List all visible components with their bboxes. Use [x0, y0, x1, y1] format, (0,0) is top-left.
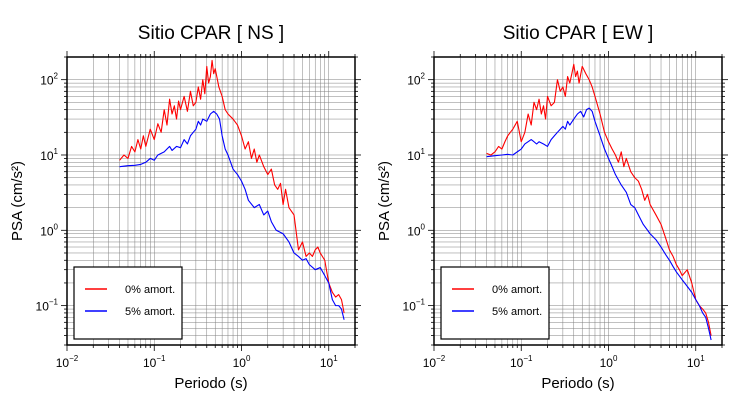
- y-tick-mantissa: 10: [407, 74, 421, 88]
- series-line-damped: [119, 110, 345, 320]
- y-tick-exponent: 2: [54, 72, 59, 81]
- x-tick-exponent: 1: [700, 354, 705, 363]
- y-axis-label: PSA (cm/s²): [9, 161, 26, 241]
- y-tick-label: 101: [40, 147, 58, 163]
- axis-ticks: [428, 51, 728, 351]
- axis-ticks: [61, 51, 361, 351]
- y-tick-exponent: 1: [54, 147, 59, 156]
- y-tick-exponent: 1: [421, 147, 426, 156]
- x-tick-label: 10−1: [143, 354, 166, 370]
- x-tick-exponent: −1: [523, 354, 533, 363]
- y-tick-mantissa: 10: [40, 149, 54, 163]
- x-tick-mantissa: 10: [143, 356, 157, 370]
- legend-label: 0% amort.: [492, 284, 542, 296]
- y-tick-label: 10−1: [36, 298, 59, 314]
- x-tick-mantissa: 10: [56, 356, 70, 370]
- y-tick-exponent: 0: [54, 222, 59, 231]
- x-tick-label: 10−2: [56, 354, 79, 370]
- legend: 0% amort. 5% amort.: [73, 266, 183, 340]
- x-axis-label: Periodo (s): [174, 375, 247, 392]
- series-line-undamped: [486, 63, 712, 336]
- series-line-damped: [486, 107, 712, 341]
- x-tick-exponent: −2: [69, 354, 79, 363]
- legend-label: 5% amort.: [492, 306, 542, 318]
- y-tick-label: 102: [40, 72, 58, 88]
- x-axis-label: Periodo (s): [541, 375, 614, 392]
- legend: 0% amort. 5% amort.: [440, 266, 550, 340]
- x-tick-mantissa: 10: [320, 356, 334, 370]
- x-tick-exponent: −1: [156, 354, 166, 363]
- legend-label: 5% amort.: [125, 306, 175, 318]
- x-tick-label: 101: [687, 354, 705, 370]
- x-tick-label: 100: [233, 354, 251, 370]
- y-tick-mantissa: 10: [407, 149, 421, 163]
- legend-label: 0% amort.: [125, 284, 175, 296]
- y-tick-exponent: 0: [421, 222, 426, 231]
- y-tick-label: 100: [40, 222, 58, 238]
- plot-frame: [66, 56, 356, 346]
- x-tick-mantissa: 10: [423, 356, 437, 370]
- x-tick-mantissa: 10: [600, 356, 614, 370]
- series-line-undamped: [119, 59, 345, 314]
- x-tick-exponent: 0: [613, 354, 618, 363]
- grid: [433, 56, 723, 346]
- y-tick-label: 101: [407, 147, 425, 163]
- x-tick-mantissa: 10: [233, 356, 247, 370]
- legend-box: [440, 266, 550, 340]
- y-tick-label: 100: [407, 222, 425, 238]
- x-tick-mantissa: 10: [687, 356, 701, 370]
- y-tick-mantissa: 10: [403, 300, 417, 314]
- x-tick-exponent: 0: [246, 354, 251, 363]
- y-tick-mantissa: 10: [407, 224, 421, 238]
- y-axis-label: PSA (cm/s²): [376, 161, 393, 241]
- y-tick-exponent: 2: [421, 72, 426, 81]
- x-tick-exponent: −2: [436, 354, 446, 363]
- y-tick-mantissa: 10: [40, 74, 54, 88]
- x-tick-label: 10−2: [423, 354, 446, 370]
- y-tick-label: 10−1: [403, 298, 426, 314]
- plot-frame: [433, 56, 723, 346]
- x-tick-label: 101: [320, 354, 338, 370]
- chart-title: Sitio CPAR [ EW ]: [503, 23, 654, 44]
- legend-box: [73, 266, 183, 340]
- y-tick-mantissa: 10: [36, 300, 50, 314]
- grid: [66, 56, 356, 346]
- x-tick-label: 100: [600, 354, 618, 370]
- y-tick-label: 102: [407, 72, 425, 88]
- chart-title: Sitio CPAR [ NS ]: [138, 23, 284, 44]
- y-tick-exponent: −1: [49, 298, 59, 307]
- x-tick-label: 10−1: [510, 354, 533, 370]
- x-tick-mantissa: 10: [510, 356, 524, 370]
- y-tick-mantissa: 10: [40, 224, 54, 238]
- y-tick-exponent: −1: [416, 298, 426, 307]
- x-tick-exponent: 1: [333, 354, 338, 363]
